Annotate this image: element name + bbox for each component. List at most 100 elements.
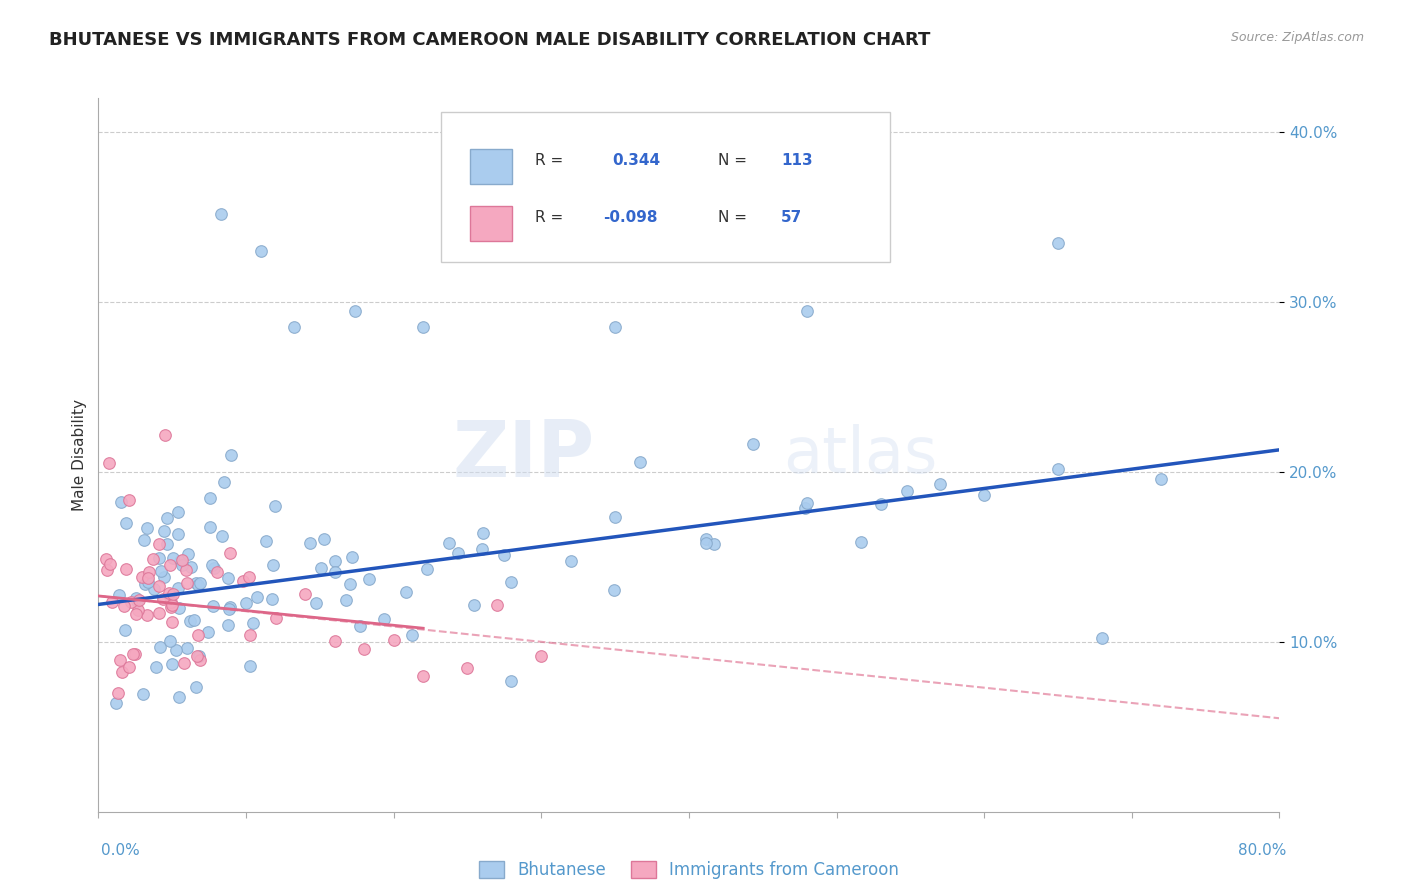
Point (796, 303, 818, 318)
Point (335, 593, 357, 607)
Text: atlas: atlas (783, 424, 938, 486)
Point (849, 535, 872, 549)
Point (560, 554, 582, 568)
Text: 0.0%: 0.0% (101, 843, 141, 858)
Point (412, 669, 434, 683)
Point (928, 477, 950, 491)
Point (162, 657, 184, 672)
Point (117, 492, 139, 507)
Point (183, 613, 205, 627)
Point (131, 687, 153, 701)
Point (395, 585, 418, 599)
Point (283, 320, 305, 334)
Point (124, 591, 146, 605)
Point (359, 572, 381, 586)
Point (170, 553, 193, 567)
Point (118, 660, 141, 674)
Point (184, 575, 207, 590)
Point (148, 579, 170, 593)
Point (187, 628, 209, 642)
Point (198, 491, 221, 505)
Point (254, 534, 277, 549)
Point (157, 586, 180, 600)
Point (176, 641, 198, 656)
Text: N =: N = (718, 153, 748, 168)
Text: Source: ZipAtlas.com: Source: ZipAtlas.com (1230, 31, 1364, 45)
Point (869, 496, 891, 510)
Point (156, 537, 179, 551)
Point (339, 576, 361, 591)
Point (148, 551, 170, 566)
Point (136, 521, 159, 535)
Point (239, 659, 262, 673)
Point (110, 494, 132, 508)
Point (156, 510, 179, 524)
Point (238, 570, 260, 584)
Point (794, 501, 817, 516)
Point (159, 591, 181, 605)
Point (695, 536, 717, 550)
Point (134, 533, 156, 547)
Point (202, 560, 225, 574)
Point (382, 633, 405, 648)
Point (159, 558, 181, 573)
Point (110, 665, 132, 679)
Point (605, 320, 627, 334)
Point (472, 526, 495, 541)
Point (184, 680, 207, 694)
Point (149, 564, 172, 578)
Point (201, 599, 224, 614)
Point (628, 455, 651, 469)
Point (1046, 462, 1069, 476)
Point (349, 619, 371, 633)
Point (167, 581, 190, 595)
Point (198, 519, 221, 533)
Text: ZIP: ZIP (453, 417, 595, 493)
Point (114, 623, 136, 637)
Point (138, 565, 160, 579)
Text: BHUTANESE VS IMMIGRANTS FROM CAMEROON MALE DISABILITY CORRELATION CHART: BHUTANESE VS IMMIGRANTS FROM CAMEROON MA… (49, 31, 931, 49)
Point (416, 562, 439, 576)
Point (179, 614, 201, 628)
Point (235, 596, 257, 610)
Point (560, 205, 582, 219)
Point (107, 686, 129, 700)
Point (145, 660, 167, 674)
Point (120, 595, 142, 609)
Point (160, 594, 183, 608)
Point (143, 582, 166, 596)
Point (127, 603, 149, 617)
Point (217, 571, 239, 585)
Text: 80.0%: 80.0% (1239, 843, 1286, 858)
Point (101, 595, 124, 609)
Point (1091, 631, 1114, 645)
Y-axis label: Male Disability: Male Disability (72, 399, 87, 511)
Point (112, 599, 135, 613)
Point (128, 593, 150, 607)
Point (499, 574, 522, 589)
Point (264, 611, 287, 625)
Point (973, 488, 995, 502)
Point (205, 565, 228, 579)
Point (188, 653, 211, 667)
Point (499, 673, 522, 688)
Point (97, 457, 120, 471)
Point (299, 535, 322, 549)
Point (186, 648, 208, 663)
Point (294, 586, 316, 600)
Point (209, 207, 232, 221)
Point (167, 505, 190, 519)
Point (530, 649, 553, 664)
Point (136, 571, 159, 585)
Point (239, 628, 262, 642)
Point (437, 536, 460, 550)
Point (219, 546, 242, 560)
Point (456, 661, 478, 675)
Point (148, 537, 170, 551)
Point (149, 640, 172, 655)
Point (176, 575, 198, 590)
Point (262, 558, 284, 572)
Point (218, 602, 240, 616)
Point (246, 591, 269, 605)
Point (167, 601, 190, 615)
